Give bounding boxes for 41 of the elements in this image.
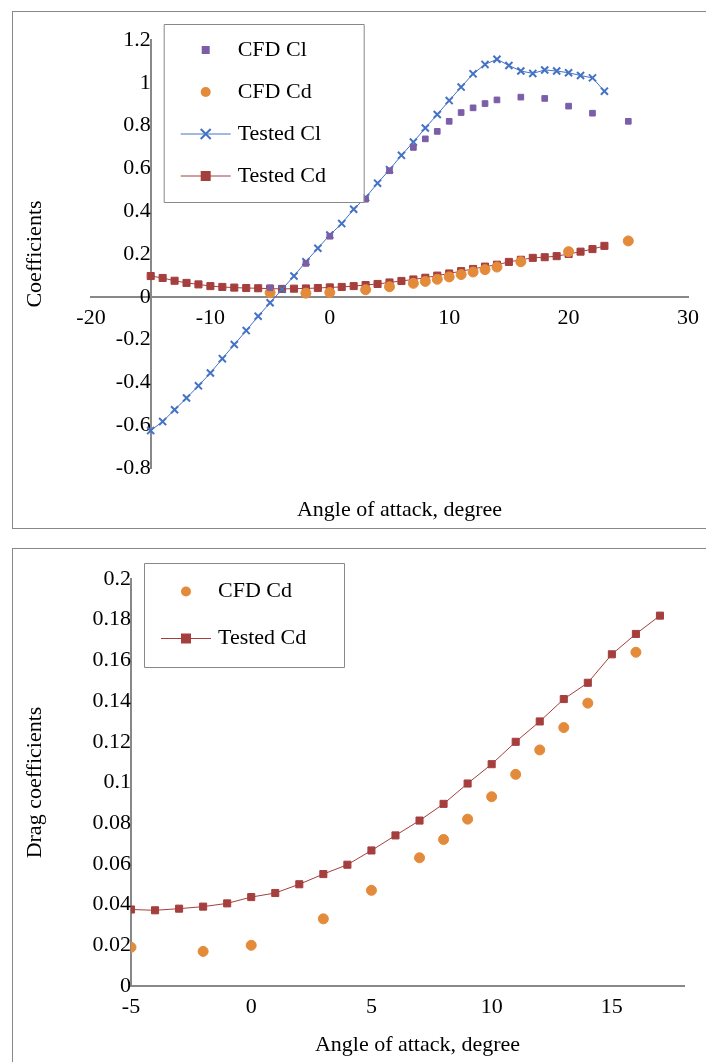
legend-label: Tested Cd: [218, 624, 307, 650]
x-tick-label: 0: [245, 992, 257, 1018]
y-tick-label: -0.8: [115, 453, 151, 479]
legend-label: Tested Cd: [237, 161, 326, 187]
y-tick-label: 0.2: [123, 239, 151, 265]
x-axis-title: Angle of attack, degree: [296, 496, 503, 521]
y-axis-title: Coefficients: [20, 200, 46, 308]
y-tick-label: 0.1: [103, 768, 131, 794]
x-tick-label: -10: [195, 303, 226, 329]
y-tick-label: 1.2: [123, 25, 151, 51]
legend-label: CFD Cd: [218, 577, 292, 603]
y-tick-label: 0.6: [123, 154, 151, 180]
y-tick-label: 0.14: [92, 686, 131, 712]
y-tick-label: 0.04: [92, 890, 131, 916]
y-tick-label: 0.02: [92, 931, 131, 957]
y-tick-label: 0.4: [123, 196, 151, 222]
x-tick-label: -20: [76, 303, 106, 329]
y-tick-label: -0.4: [115, 368, 151, 394]
y-tick-label: 0.12: [92, 727, 131, 753]
y-tick-label: 0.18: [92, 605, 131, 631]
legend-label: CFD Cl: [237, 35, 307, 61]
x-tick-label: 10: [480, 992, 503, 1018]
y-tick-label: 1: [139, 68, 151, 94]
y-tick-label: 0.08: [92, 808, 131, 834]
y-tick-label: -0.2: [115, 325, 151, 351]
y-tick-label: 0: [139, 282, 151, 308]
x-tick-label: 5: [365, 992, 377, 1018]
y-axis-title: Drag coefficients: [20, 706, 46, 859]
x-tick-label: 15: [600, 992, 623, 1018]
y-tick-label: 0.06: [92, 849, 131, 875]
x-tick-label: 20: [557, 303, 580, 329]
x-tick-label: 30: [677, 303, 699, 329]
y-tick-label: 0.2: [103, 564, 131, 590]
y-tick-label: 0.8: [123, 111, 151, 137]
x-tick-label: 10: [438, 303, 461, 329]
y-tick-label: 0.16: [92, 646, 131, 672]
x-axis-title: Angle of attack, degree: [314, 1031, 521, 1056]
legend-label: Tested Cl: [237, 119, 322, 145]
y-tick-label: -0.6: [115, 410, 151, 436]
legend-label: CFD Cd: [237, 77, 312, 103]
x-tick-label: 0: [324, 303, 336, 329]
